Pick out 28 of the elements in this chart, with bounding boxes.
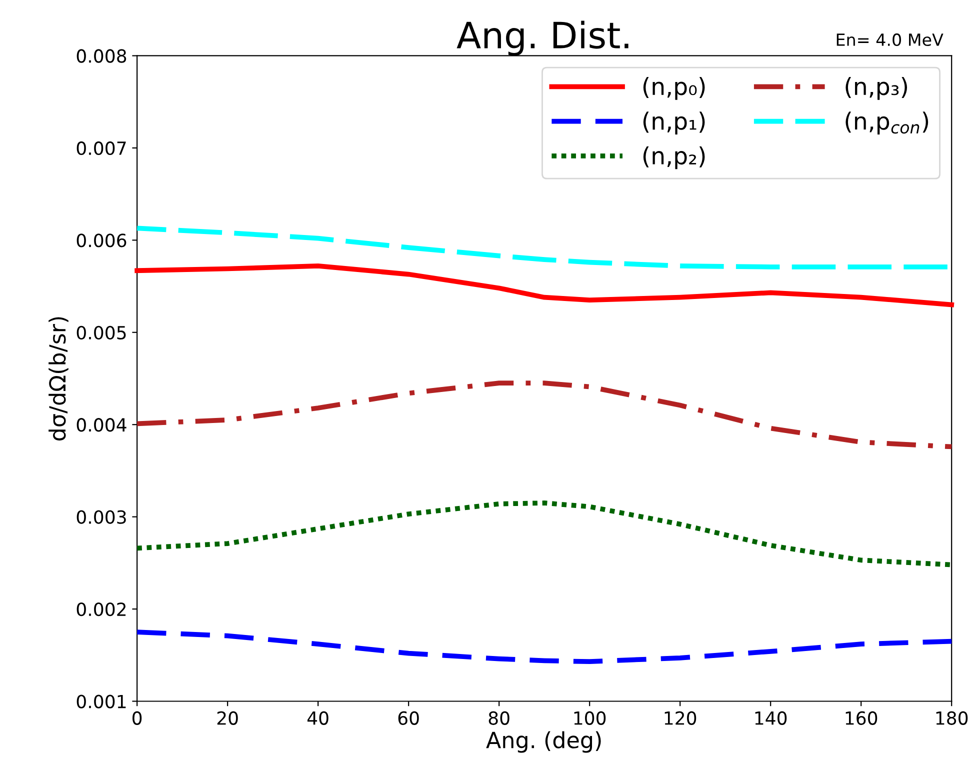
y-tick-label: 0.005 xyxy=(76,326,126,340)
x-tick-label: 180 xyxy=(936,711,968,725)
x-axis-title: Ang. (deg) xyxy=(486,731,601,753)
y-tick-label: 0.002 xyxy=(76,602,126,616)
legend-label: (n,p₃) xyxy=(846,77,907,100)
x-tick-label: 160 xyxy=(846,711,878,725)
line-series xyxy=(134,264,954,308)
legend-label: (n,p₂) xyxy=(643,146,705,170)
y-tick-label: 0.008 xyxy=(76,49,126,63)
legend-label: (n,p₁) xyxy=(643,112,705,134)
legend-label: (n,p₀) xyxy=(643,77,705,100)
chart-title: Ang. Dist. xyxy=(456,20,628,56)
x-tick-label: 140 xyxy=(755,711,787,725)
x-tick-label: 60 xyxy=(398,711,419,725)
x-tick-label: 100 xyxy=(574,711,606,725)
x-tick-label: 40 xyxy=(307,711,328,725)
x-tick-label: 120 xyxy=(664,711,696,725)
y-tick-label: 0.001 xyxy=(76,694,126,708)
x-tick-label: 0 xyxy=(132,711,142,725)
y-tick-label: 0.006 xyxy=(76,234,126,248)
legend-label: (n,p$_{con}$) xyxy=(846,112,928,134)
y-tick-label: 0.003 xyxy=(76,510,126,524)
y-tick-label: 0.004 xyxy=(76,418,126,432)
y-tick-label: 0.007 xyxy=(76,141,126,156)
y-axis-title: dσ/dΩ(b/sr) xyxy=(48,317,68,440)
x-tick-label: 20 xyxy=(217,711,238,725)
x-tick-label: 80 xyxy=(488,711,510,725)
text: En= 4.0 MeV xyxy=(836,33,944,46)
